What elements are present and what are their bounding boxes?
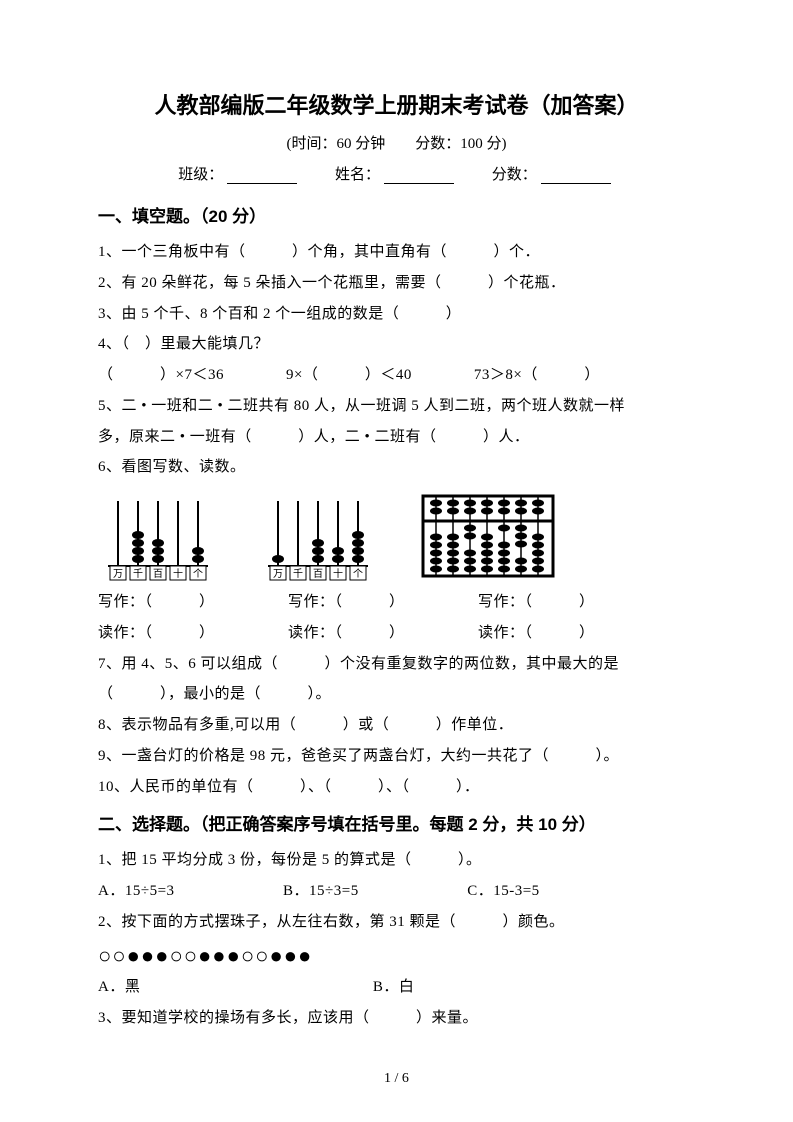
name-blank xyxy=(384,168,454,184)
abacus-write-row: 写作：（ ） 写作：（ ） 写作：（ ） xyxy=(98,587,695,618)
section-1-header: 一、填空题。（20 分） xyxy=(98,202,695,227)
write-2: 写作：（ ） xyxy=(288,587,438,618)
svg-text:万: 万 xyxy=(113,569,123,580)
svg-text:万: 万 xyxy=(273,569,283,580)
read-2: 读作：（ ） xyxy=(288,618,438,649)
abacus-row: 万 千 百 十 个 xyxy=(98,491,695,581)
q5-line2: 多，原来二 • 一班有（ ）人，二 • 二班有（ ）人． xyxy=(98,422,695,453)
abacus-2-svg: 万 千 百 十 个 xyxy=(258,491,378,581)
q5-line1: 5、二 • 一班和二 • 二班共有 80 人，从一班调 5 人到二班，两个班人数… xyxy=(98,391,695,422)
q1: 1、一个三角板中有（ ）个角，其中直角有（ ）个． xyxy=(98,237,695,268)
s2-q2: 2、按下面的方式摆珠子，从左往右数，第 31 颗是（ ）颜色。 xyxy=(98,907,695,938)
class-label: 班级： xyxy=(178,167,223,183)
write-1: 写作：（ ） xyxy=(98,587,248,618)
q3: 3、由 5 个千、8 个百和 2 个一组成的数是（ ） xyxy=(98,299,695,330)
abacus-1: 万 千 百 十 个 xyxy=(98,491,218,581)
s2-q1-opts: A．15÷5=3 B．15÷3=5 C．15-3=5 xyxy=(98,876,695,907)
section-2-header: 二、选择题。（把正确答案序号填在括号里。每题 2 分，共 10 分） xyxy=(98,810,695,835)
q2: 2、有 20 朵鲜花，每 5 朵插入一个花瓶里，需要（ ）个花瓶． xyxy=(98,268,695,299)
page-number: 1 / 6 xyxy=(0,1071,793,1087)
name-label: 姓名： xyxy=(335,167,380,183)
read-3: 读作：（ ） xyxy=(478,618,628,649)
score-blank xyxy=(541,168,611,184)
student-info-line: 班级： 姓名： 分数： xyxy=(98,163,695,184)
q9: 9、一盏台灯的价格是 98 元，爸爸买了两盏台灯，大约一共花了（ ）。 xyxy=(98,741,695,772)
svg-text:个: 个 xyxy=(193,568,203,580)
s2-q2-beads: ○○●●●○○●●●○○●●● xyxy=(98,942,695,971)
svg-text:千: 千 xyxy=(293,568,303,580)
svg-text:十: 十 xyxy=(173,567,183,580)
abacus-3-svg xyxy=(418,491,558,581)
write-3: 写作：（ ） xyxy=(478,587,628,618)
q7-line2: （ ），最小的是（ ）。 xyxy=(98,679,695,710)
s2-q3: 3、要知道学校的操场有多长，应该用（ ）来量。 xyxy=(98,1003,695,1034)
q4-line1: 4、（ ）里最大能填几？ xyxy=(98,329,695,360)
q6: 6、看图写数、读数。 xyxy=(98,452,695,483)
svg-text:千: 千 xyxy=(133,568,143,580)
s2-q2-opts: A．黑 B．白 xyxy=(98,972,695,1003)
abacus-3 xyxy=(418,491,558,581)
score-label: 分数： xyxy=(492,167,537,183)
svg-text:个: 个 xyxy=(353,568,363,580)
q10: 10、人民币的单位有（ ）、（ ）、（ ）． xyxy=(98,772,695,803)
svg-text:十: 十 xyxy=(333,567,343,580)
s2-q1: 1、把 15 平均分成 3 份，每份是 5 的算式是（ ）。 xyxy=(98,845,695,876)
svg-text:百: 百 xyxy=(153,568,163,580)
q8: 8、表示物品有多重,可以用（ ）或（ ）作单位． xyxy=(98,710,695,741)
abacus-2: 万 千 百 十 个 xyxy=(258,491,378,581)
read-1: 读作：（ ） xyxy=(98,618,248,649)
svg-text:百: 百 xyxy=(313,568,323,580)
abacus-read-row: 读作：（ ） 读作：（ ） 读作：（ ） xyxy=(98,618,695,649)
class-blank xyxy=(227,168,297,184)
page-title: 人教部编版二年级数学上册期末考试卷（加答案） xyxy=(98,88,695,120)
abacus-1-svg: 万 千 百 十 个 xyxy=(98,491,218,581)
q7-line1: 7、用 4、5、6 可以组成（ ）个没有重复数字的两位数，其中最大的是 xyxy=(98,649,695,680)
q4-line2: （ ）×7＜36 9×（ ）＜40 73＞8×（ ） xyxy=(98,360,695,391)
exam-page: 人教部编版二年级数学上册期末考试卷（加答案） (时间：60 分钟 分数：100 … xyxy=(0,0,793,1122)
page-subtitle: (时间：60 分钟 分数：100 分) xyxy=(98,132,695,153)
